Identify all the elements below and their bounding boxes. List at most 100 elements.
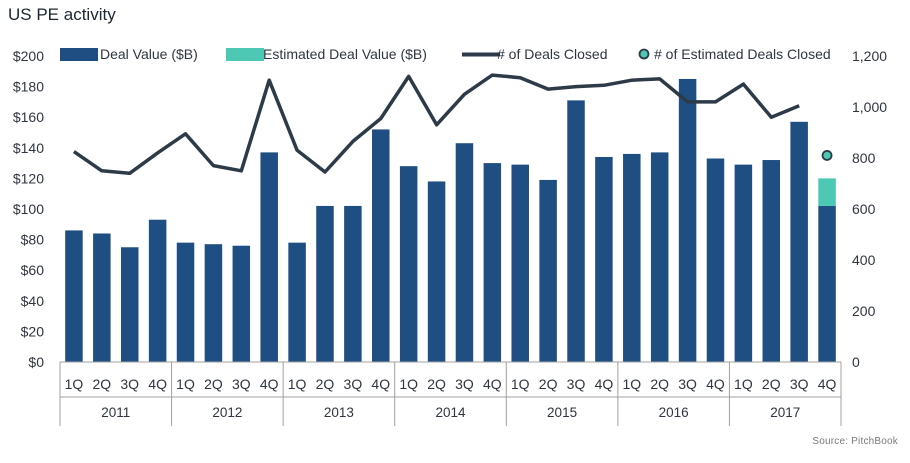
deal-value-bar [539, 179, 557, 362]
left-axis: $0 $20 $40 $60 $80 $100 $120 $140 $160 $180 $200 [13, 48, 44, 370]
quarter-label: 3Q [344, 376, 363, 392]
chart-title: US PE activity [8, 5, 116, 24]
deal-value-bar [260, 152, 278, 362]
deal-value-bar [93, 233, 111, 362]
quarter-label: 2Q [539, 376, 558, 392]
quarter-label: 1Q [288, 376, 307, 392]
quarter-label: 2Q [316, 376, 335, 392]
quarter-label: 1Q [176, 376, 195, 392]
legend-label-deals-closed: # of Deals Closed [497, 46, 608, 62]
deals-closed-line [72, 73, 800, 176]
left-tick-label: $40 [21, 293, 45, 309]
year-label: 2016 [659, 405, 689, 420]
deal-value-bar [372, 129, 390, 362]
legend: Deal Value ($B) Estimated Deal Value ($B… [60, 46, 831, 62]
quarter-label: 2Q [427, 376, 446, 392]
quarter-label: 4Q [148, 376, 167, 392]
year-label: 2013 [324, 405, 354, 420]
quarter-label: 3Q [790, 376, 809, 392]
deal-value-bar [706, 158, 725, 362]
quarter-label: 1Q [399, 376, 418, 392]
year-label: 2015 [547, 405, 577, 420]
legend-swatch-estimated-deal-value [226, 48, 264, 61]
left-tick-label: $120 [13, 170, 44, 186]
deal-value-bar [623, 153, 641, 362]
quarter-label: 3Q [120, 376, 139, 392]
right-tick-label: 1,000 [852, 99, 887, 115]
deal-value-bar [595, 156, 613, 362]
right-tick-label: 0 [852, 354, 860, 370]
legend-swatch-estimated-deals-closed [638, 48, 650, 60]
deal-value-bar [650, 152, 669, 362]
deal-value-bar [120, 247, 139, 362]
quarter-label: 2Q [650, 376, 669, 392]
right-axis: 0 200 400 600 800 1,000 1,200 [852, 48, 887, 370]
quarter-label: 4Q [818, 376, 837, 392]
left-tick-label: $160 [13, 109, 44, 125]
quarter-label: 4Q [706, 376, 725, 392]
quarter-label: 3Q [567, 376, 586, 392]
deal-value-bar [288, 242, 306, 362]
left-tick-label: $60 [21, 262, 45, 278]
right-tick-label: 1,200 [852, 48, 887, 64]
estimated-deals-point [821, 150, 833, 161]
deal-value-bar [204, 244, 223, 362]
deal-value-bar [399, 166, 418, 362]
quarter-label: 1Q [65, 376, 84, 392]
legend-label-estimated-deals-closed: # of Estimated Deals Closed [654, 46, 831, 62]
quarter-label: 3Q [232, 376, 251, 392]
year-label: 2011 [101, 405, 130, 420]
legend-label-deal-value: Deal Value ($B) [100, 46, 198, 62]
deal-value-bar [148, 219, 167, 362]
legend-swatch-deal-value [60, 48, 98, 61]
deal-value-bar [567, 100, 585, 363]
deal-value-bar [818, 205, 836, 362]
legend-label-estimated-deal-value: Estimated Deal Value ($B) [263, 46, 427, 62]
quarter-label: 4Q [371, 376, 390, 392]
deal-value-bar [427, 181, 446, 362]
bars [65, 78, 836, 363]
right-tick-label: 600 [852, 201, 876, 217]
estimated-deal-value-bar [818, 178, 836, 206]
left-tick-label: $0 [28, 354, 44, 370]
quarter-label: 3Q [455, 376, 474, 392]
deal-value-bar [232, 245, 251, 362]
deal-value-bar [65, 230, 83, 362]
deal-value-bar [511, 164, 529, 362]
deal-value-bar [762, 160, 781, 362]
quarter-label: 3Q [678, 376, 697, 392]
deal-value-bar [483, 163, 502, 362]
left-tick-label: $80 [21, 232, 45, 248]
deal-value-bar [790, 121, 808, 362]
year-label: 2017 [770, 405, 800, 420]
right-tick-label: 200 [852, 303, 876, 319]
deal-value-bar [176, 242, 195, 362]
deal-value-bar [455, 143, 474, 362]
quarter-label: 1Q [511, 376, 530, 392]
source-note: Source: PitchBook [812, 436, 898, 447]
deal-value-bar [734, 164, 753, 362]
quarter-label: 1Q [622, 376, 641, 392]
left-tick-label: $200 [13, 48, 44, 64]
year-label: 2012 [212, 405, 242, 420]
left-tick-label: $100 [13, 201, 44, 217]
quarter-label: 2Q [762, 376, 781, 392]
quarter-label: 4Q [595, 376, 614, 392]
quarter-label: 1Q [734, 376, 753, 392]
left-tick-label: $180 [13, 79, 44, 95]
deal-value-bar [344, 205, 362, 362]
year-label: 2014 [435, 405, 466, 420]
right-tick-label: 400 [852, 252, 876, 268]
quarter-label: 4Q [260, 376, 279, 392]
quarter-label: 4Q [483, 376, 502, 392]
deal-value-bar [678, 78, 697, 362]
left-tick-label: $140 [13, 140, 44, 156]
left-tick-label: $20 [21, 323, 45, 339]
deals-line [72, 73, 833, 176]
quarter-label: 2Q [92, 376, 111, 392]
right-tick-label: 800 [852, 150, 876, 166]
deal-value-bar [316, 205, 334, 362]
quarter-label: 2Q [204, 376, 223, 392]
x-axis: 1Q 2Q 3Q 4Q 1Q 2Q 3Q 4Q 1Q 2Q 3Q 4Q 1Q 2Q 3Q 4Q 1Q 2Q 3Q 4Q… [59, 361, 842, 426]
